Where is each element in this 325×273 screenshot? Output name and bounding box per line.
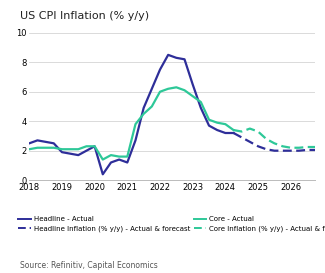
Legend: Headline - Actual, Headline Inflation (% y/y) - Actual & forecast, Core - Actual: Headline - Actual, Headline Inflation (%… — [19, 216, 325, 232]
Text: Source: Refinitiv, Capital Economics: Source: Refinitiv, Capital Economics — [20, 261, 157, 270]
Text: US CPI Inflation (% y/y): US CPI Inflation (% y/y) — [20, 11, 149, 21]
